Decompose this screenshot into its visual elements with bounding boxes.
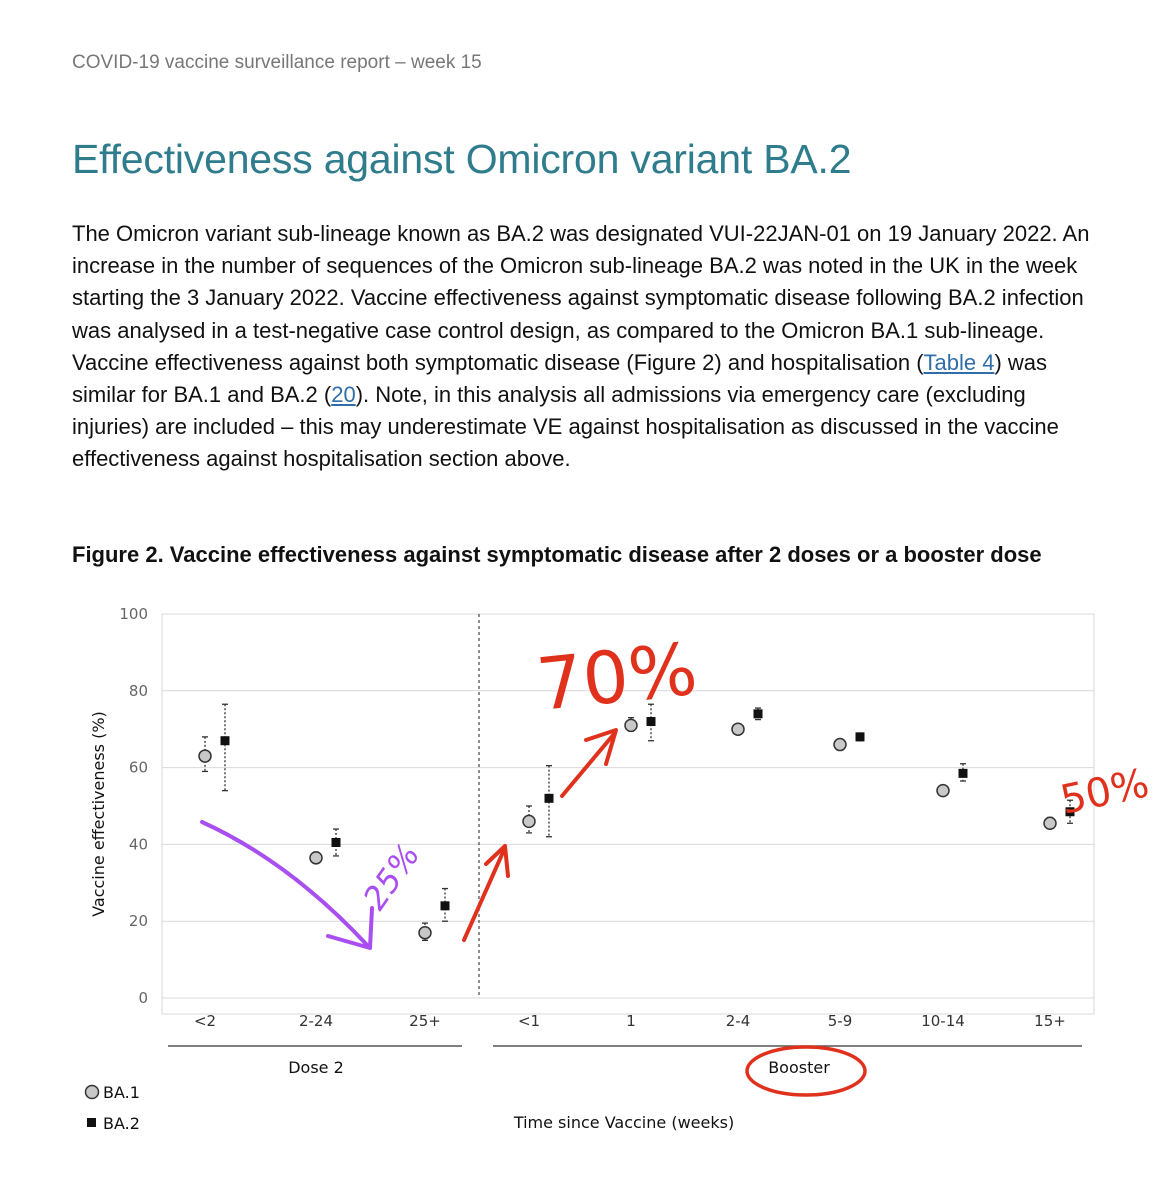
point-ba2-5 <box>753 707 763 721</box>
x-tick-label: 1 <box>626 1012 636 1030</box>
y-tick-label: 40 <box>129 835 148 853</box>
marker-ba2 <box>855 732 865 742</box>
point-ba1-1 <box>309 851 323 865</box>
reference-20-link[interactable]: 20 <box>331 382 356 408</box>
annotation-70-percent: 70% <box>533 627 701 727</box>
x-tick-label: 2-4 <box>726 1012 751 1030</box>
marker-ba1 <box>624 718 638 733</box>
marker-ba2 <box>331 837 341 847</box>
y-tick-label: 80 <box>129 682 148 700</box>
point-ba1-0 <box>198 736 212 773</box>
x-tick-label: 25+ <box>409 1012 441 1030</box>
body-paragraph: The Omicron variant sub-lineage known as… <box>72 218 1102 476</box>
paragraph-text-3: ). Note, in this analysis all admissions… <box>72 382 1059 472</box>
point-ba2-2 <box>440 887 450 922</box>
point-ba2-0 <box>220 703 230 792</box>
paragraph-text-1: The Omicron variant sub-lineage known as… <box>72 221 1090 375</box>
handwritten-annotations: 25% 70% 50% <box>200 627 1153 1097</box>
data-points <box>198 703 1075 942</box>
booster-circle-annotation <box>745 1045 867 1097</box>
y-axis-label: Vaccine effectiveness (%) <box>89 711 108 917</box>
y-tick-label: 60 <box>129 759 148 777</box>
marker-ba1 <box>731 722 745 736</box>
report-header: COVID-19 vaccine surveillance report – w… <box>72 52 482 73</box>
point-ba1-8 <box>1043 816 1057 831</box>
point-ba2-4 <box>646 703 656 742</box>
point-ba2-8 <box>1065 799 1075 824</box>
page-title: Effectiveness against Omicron variant BA… <box>72 136 852 182</box>
group-label-dose-2: Dose 2 <box>288 1058 344 1077</box>
group-label-booster: Booster <box>768 1058 830 1077</box>
legend-ba2-label: BA.2 <box>103 1114 140 1133</box>
marker-ba1 <box>198 749 212 763</box>
y-tick-label: 0 <box>138 989 148 1007</box>
paragraph-text-2: ) was similar for BA.1 and BA.2 ( <box>72 349 1048 408</box>
x-tick-label: 2-24 <box>299 1012 333 1030</box>
point-ba2-7 <box>958 763 968 782</box>
point-ba1-5 <box>731 722 745 736</box>
red-arrow-2 <box>560 732 616 798</box>
x-tick-label: <1 <box>518 1012 540 1030</box>
marker-ba1 <box>1043 816 1057 831</box>
marker-ba2 <box>958 768 968 778</box>
marker-ba2 <box>1065 807 1075 817</box>
plot-area <box>161 613 1095 1015</box>
point-ba2-1 <box>331 828 341 857</box>
x-axis-label: Time since Vaccine (weeks) <box>513 1113 734 1132</box>
point-ba1-6 <box>833 737 847 752</box>
x-tick-label: 15+ <box>1034 1012 1066 1030</box>
point-ba1-3 <box>522 805 536 834</box>
legend-ba1-marker <box>84 1084 100 1100</box>
grid-lines <box>162 690 1094 999</box>
legend-ba1-label: BA.1 <box>103 1083 140 1102</box>
figure-caption: Figure 2. Vaccine effectiveness against … <box>72 542 1042 567</box>
marker-ba1 <box>936 783 950 798</box>
purple-arrow <box>200 820 370 948</box>
x-axis-ticks: <2 2-24 25+ <1 1 2-4 5-9 10-14 15+ <box>194 1012 1066 1030</box>
table-4-link[interactable]: Table 4 <box>923 349 995 375</box>
x-tick-label: <2 <box>194 1012 216 1030</box>
marker-ba2 <box>753 709 763 719</box>
marker-ba2 <box>220 736 230 746</box>
marker-ba2 <box>440 901 450 911</box>
legend-ba2-marker <box>87 1118 96 1127</box>
marker-ba1 <box>833 737 847 752</box>
red-arrow-1 <box>462 848 506 942</box>
marker-ba1 <box>522 814 536 829</box>
marker-ba2 <box>544 793 554 803</box>
point-ba2-3 <box>544 765 554 838</box>
y-axis-ticks: 0 20 40 60 80 100 <box>119 605 148 1007</box>
red-arrowhead-1 <box>484 844 510 878</box>
y-tick-label: 100 <box>119 605 148 623</box>
marker-ba1 <box>418 925 432 940</box>
y-tick-label: 20 <box>129 912 148 930</box>
marker-ba2 <box>646 717 656 727</box>
x-tick-label: 5-9 <box>828 1012 853 1030</box>
x-tick-label: 10-14 <box>921 1012 965 1030</box>
point-ba1-4 <box>624 717 638 733</box>
legend: BA.1 BA.2 <box>84 1083 140 1133</box>
marker-ba1 <box>309 851 323 865</box>
point-ba1-2 <box>418 922 432 942</box>
point-ba1-7 <box>936 783 950 798</box>
purple-arrowhead <box>326 906 374 950</box>
red-arrowhead-2 <box>584 728 618 766</box>
point-ba2-6 <box>855 732 865 742</box>
